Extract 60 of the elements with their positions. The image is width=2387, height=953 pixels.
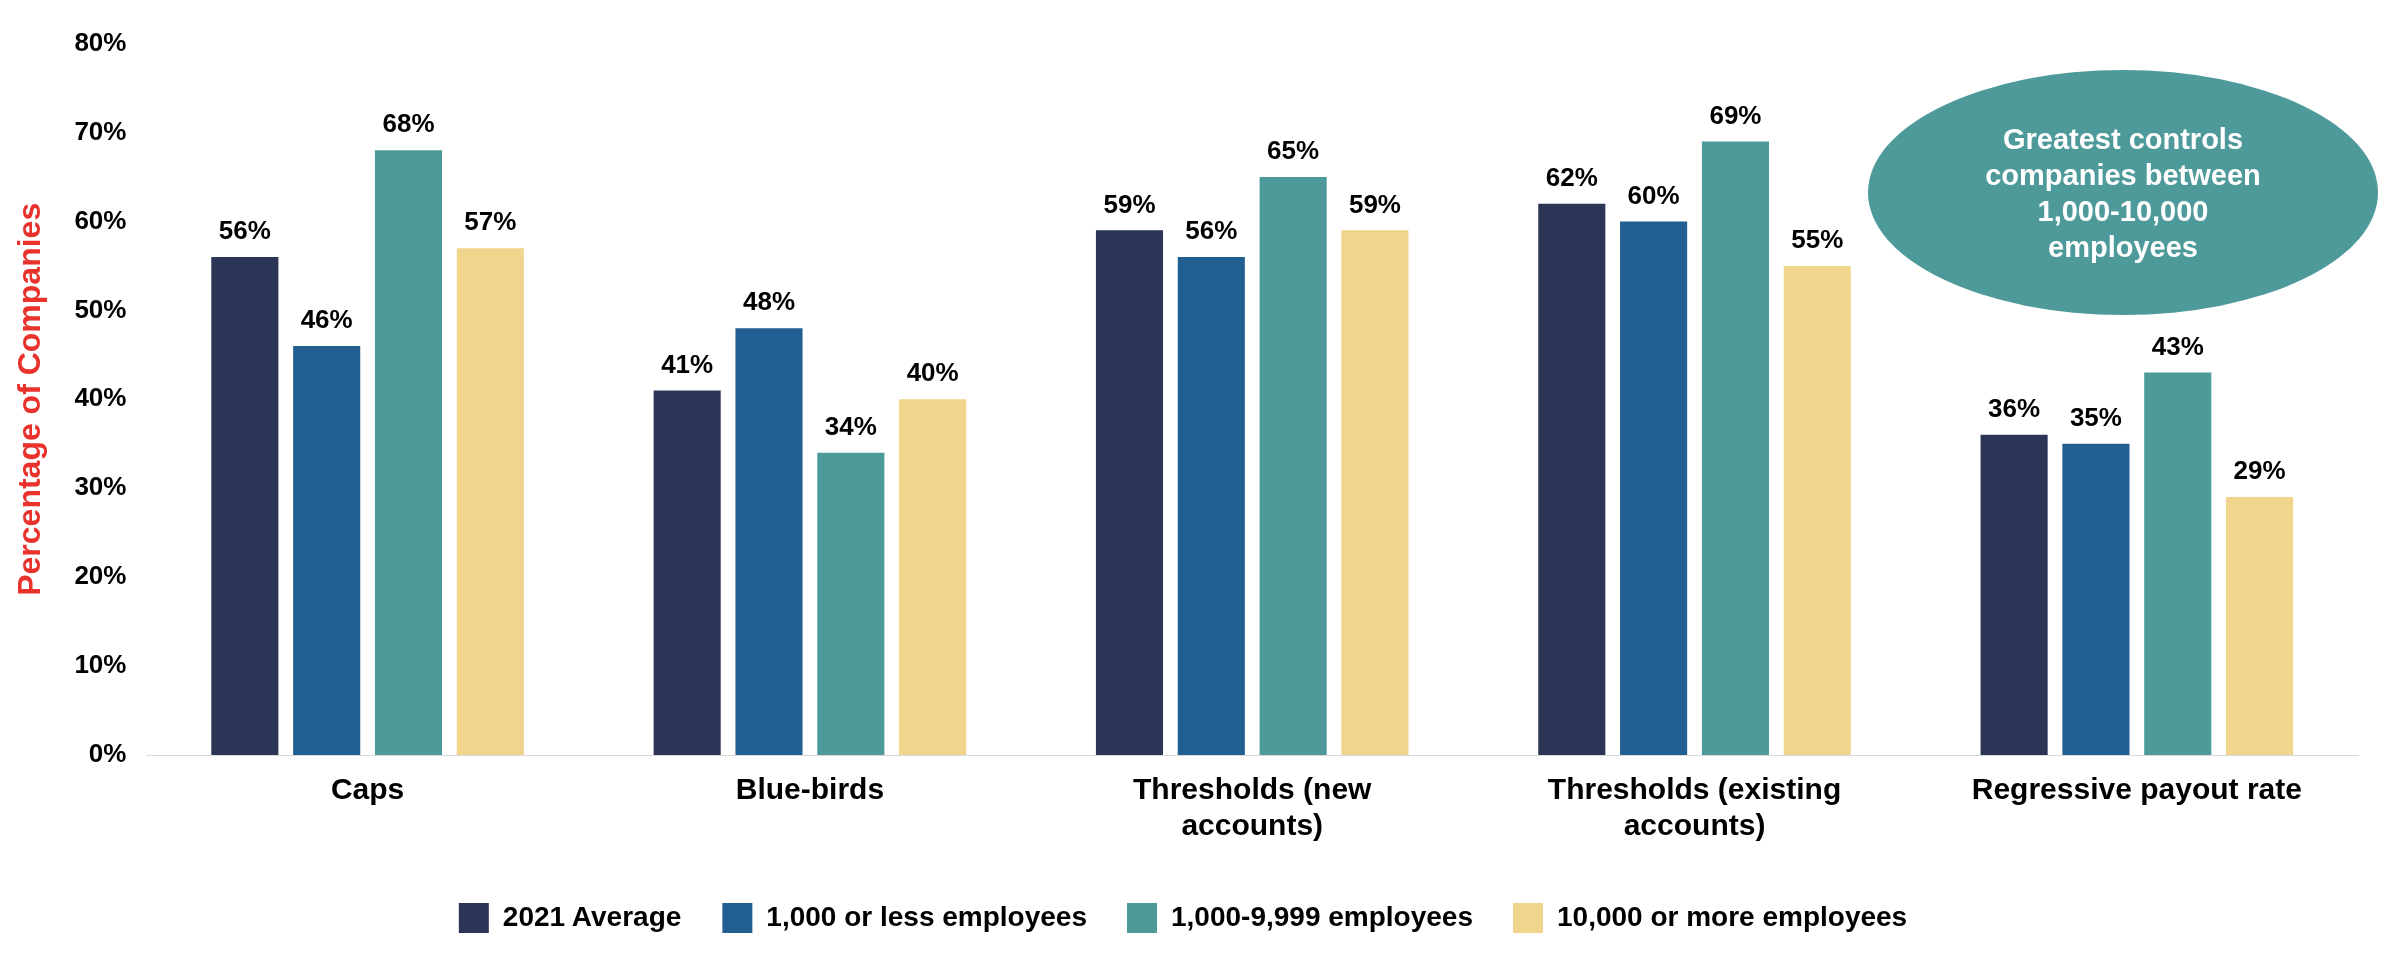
y-axis-title: Percentage of Companies bbox=[11, 202, 48, 596]
data-label: 57% bbox=[464, 206, 517, 237]
data-label: 43% bbox=[2151, 330, 2204, 361]
data-label: 60% bbox=[1627, 179, 1680, 210]
bar bbox=[2226, 497, 2294, 755]
bar bbox=[1341, 230, 1409, 755]
data-label: 55% bbox=[1791, 224, 1844, 255]
bar bbox=[456, 248, 524, 755]
y-tick-label: 70% bbox=[74, 115, 127, 146]
bar bbox=[1177, 257, 1245, 755]
y-tick-label: 10% bbox=[74, 649, 127, 680]
data-label: 36% bbox=[1988, 393, 2041, 424]
bar bbox=[817, 452, 885, 755]
data-label: 68% bbox=[382, 108, 435, 139]
y-tick-label: 50% bbox=[74, 293, 127, 324]
y-tick-label: 60% bbox=[74, 204, 127, 235]
x-tick-label: Regressive payout rate bbox=[1971, 772, 2302, 806]
data-label: 56% bbox=[218, 215, 271, 246]
data-label: 40% bbox=[906, 357, 959, 388]
bar bbox=[1701, 141, 1769, 755]
bar bbox=[211, 257, 279, 755]
data-label: 46% bbox=[300, 304, 353, 335]
bar bbox=[899, 399, 967, 755]
x-tick-label: Caps bbox=[330, 772, 405, 806]
x-tick-label: Blue-birds bbox=[735, 772, 885, 806]
legend-label: 1,000 or less employees bbox=[766, 900, 1088, 932]
y-tick-label: 20% bbox=[74, 560, 127, 591]
bar bbox=[735, 328, 803, 755]
bar bbox=[653, 390, 721, 755]
legend-label: 2021 Average bbox=[502, 900, 682, 932]
bar bbox=[293, 345, 361, 755]
data-label: 56% bbox=[1185, 215, 1238, 246]
y-tick-label: 80% bbox=[74, 26, 127, 57]
data-label: 48% bbox=[742, 286, 796, 317]
y-tick-label: 30% bbox=[74, 471, 127, 502]
data-label: 69% bbox=[1709, 99, 1762, 130]
data-label: 35% bbox=[2069, 401, 2122, 432]
bar bbox=[374, 150, 443, 755]
bar bbox=[2062, 443, 2130, 755]
legend-label: 1,000-9,999 employees bbox=[1171, 900, 1473, 932]
legend-label: 10,000 or more employees bbox=[1556, 900, 1908, 932]
data-label: 65% bbox=[1267, 135, 1320, 166]
data-label: 59% bbox=[1348, 188, 1401, 219]
x-tick-label: Thresholds (new accounts) bbox=[1133, 772, 1373, 842]
y-tick-label: 0% bbox=[88, 738, 127, 769]
data-label: 29% bbox=[2233, 455, 2286, 486]
data-label: 59% bbox=[1103, 188, 1156, 219]
bar bbox=[1538, 203, 1606, 755]
bar bbox=[1259, 176, 1327, 755]
bar bbox=[1095, 230, 1164, 755]
data-label: 62% bbox=[1545, 161, 1598, 192]
x-tick-label: Thresholds (existing accounts) bbox=[1547, 772, 1842, 842]
ellipse-callout: Greatest controls companies between 1,000-10,000 employees bbox=[1868, 70, 2378, 315]
bar bbox=[1980, 434, 2048, 755]
bar bbox=[1620, 221, 1688, 755]
data-label: 41% bbox=[661, 348, 714, 379]
y-tick-label: 40% bbox=[74, 382, 127, 413]
bar bbox=[1783, 265, 1851, 755]
data-label: 34% bbox=[824, 410, 877, 441]
bar bbox=[2144, 372, 2212, 755]
